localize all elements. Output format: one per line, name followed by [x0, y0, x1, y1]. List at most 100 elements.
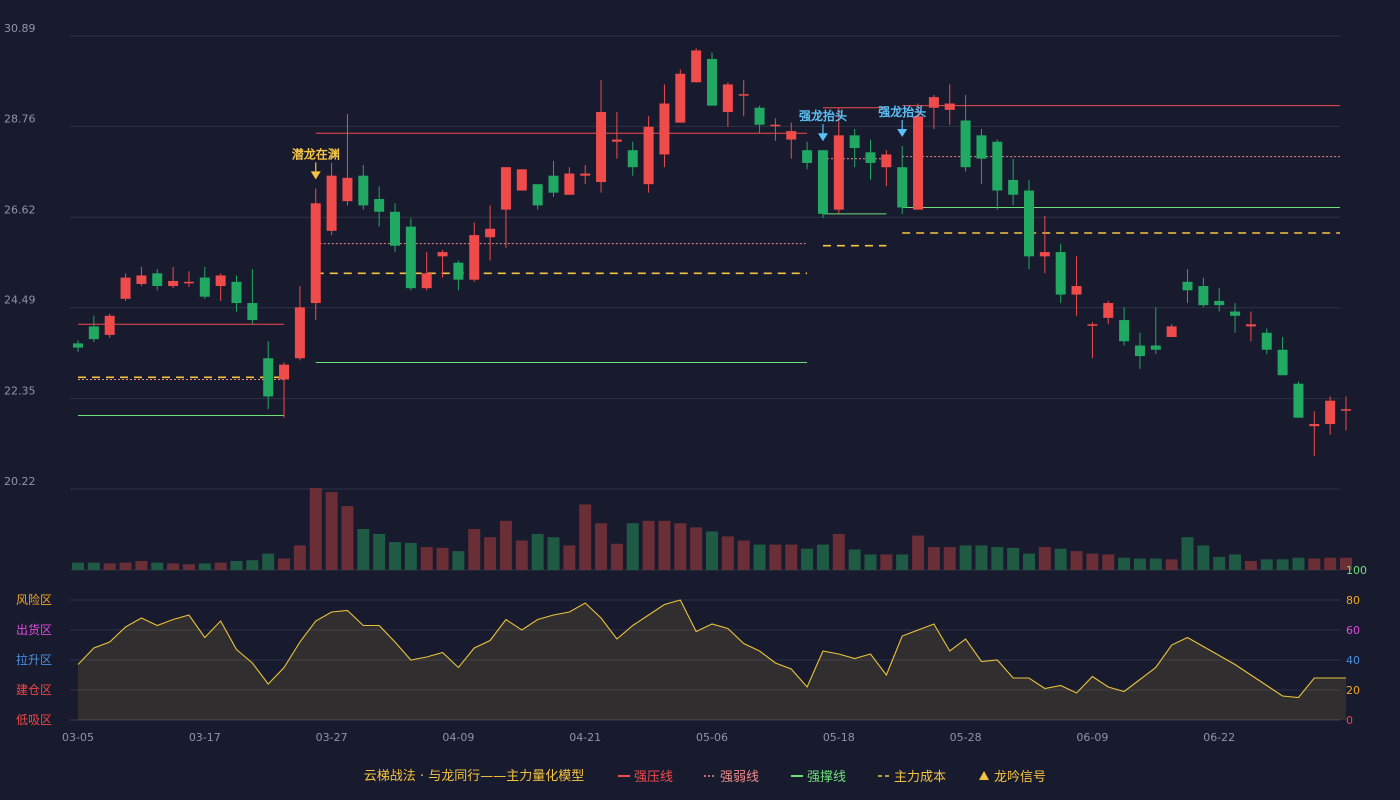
- candle-body: [136, 275, 146, 283]
- candle-body: [1040, 252, 1050, 256]
- candle: [596, 80, 606, 193]
- candle: [580, 165, 590, 184]
- candle-body: [311, 203, 321, 303]
- signal-label: 潜龙在渊: [292, 146, 340, 161]
- volume-bar: [1134, 559, 1146, 570]
- volume-bar: [500, 521, 512, 570]
- candle-body: [1135, 346, 1145, 357]
- volume-bar: [341, 506, 353, 570]
- candle: [945, 84, 955, 124]
- volume-bar: [548, 537, 560, 570]
- candle-body: [866, 152, 876, 163]
- price-grid: [70, 36, 1340, 489]
- candle-body: [1167, 326, 1177, 337]
- volume-bar: [912, 536, 924, 570]
- volume-bar: [690, 527, 702, 570]
- candle: [152, 269, 162, 290]
- indicator-tick-label: 60: [1346, 624, 1360, 637]
- candle: [1087, 322, 1097, 358]
- volume-bar: [357, 529, 369, 570]
- volume-bar: [1245, 561, 1257, 570]
- x-tick-label: 04-21: [569, 731, 601, 744]
- candlesticks: [73, 48, 1351, 456]
- volume-bar: [1277, 559, 1289, 570]
- volume-bar: [928, 547, 940, 570]
- candle-body: [1198, 286, 1208, 305]
- candle-body: [1087, 324, 1097, 326]
- volume-bar: [437, 548, 449, 570]
- candle: [644, 116, 654, 192]
- candle-body: [628, 150, 638, 167]
- volume-bar: [1023, 554, 1035, 570]
- candle: [881, 150, 891, 186]
- legend-item: 强弱线: [704, 770, 759, 785]
- candle-body: [897, 167, 907, 207]
- volume-bar: [1039, 547, 1051, 570]
- candle-body: [961, 120, 971, 167]
- candle-body: [1325, 401, 1335, 424]
- x-axis-ticks: 03-05 03-17 03-27 04-09 04-21 05-06 05-18 05-28…: [62, 731, 1235, 744]
- legend-item: 强撑线: [791, 770, 846, 785]
- candle-body: [342, 178, 352, 201]
- volume-bar: [579, 504, 591, 570]
- candle-body: [1230, 312, 1240, 316]
- volume-bar: [674, 523, 686, 570]
- candle-body: [691, 50, 701, 82]
- volume-bar: [960, 545, 972, 570]
- candle-body: [1262, 333, 1272, 350]
- volume-bar: [452, 551, 464, 570]
- candle-body: [1119, 320, 1129, 341]
- candle: [992, 140, 1002, 210]
- candle: [311, 188, 321, 320]
- signal-arrow: [818, 133, 828, 141]
- volume-bar: [769, 545, 781, 570]
- volume-bar: [563, 545, 575, 570]
- candle: [121, 273, 131, 301]
- candle-body: [770, 125, 780, 127]
- volume-bar: [1007, 548, 1019, 570]
- signal-label: 强龙抬头: [878, 104, 926, 119]
- candle-body: [976, 135, 986, 158]
- candle-body: [1072, 286, 1082, 294]
- indicator-tick-label: 100: [1346, 564, 1367, 577]
- candle-body: [929, 97, 939, 108]
- candle: [770, 118, 780, 141]
- candle: [279, 362, 289, 417]
- volume-bar: [135, 561, 147, 570]
- candle-body: [438, 252, 448, 256]
- candle: [1341, 396, 1351, 430]
- volume-bar: [516, 540, 528, 570]
- price-axis-ticks: 30.89 28.76 26.62 24.49 22.35 20.22: [4, 22, 36, 488]
- candle: [1103, 301, 1113, 324]
- candle: [786, 123, 796, 159]
- volume-bar: [1150, 559, 1162, 570]
- legend-title: 云梯战法 · 与龙同行——主力量化模型: [364, 769, 584, 784]
- candle: [929, 95, 939, 129]
- candle: [549, 161, 559, 197]
- indicator-zone-label: 出货区: [16, 622, 52, 637]
- candle: [659, 84, 669, 167]
- candle-body: [390, 212, 400, 246]
- candle: [533, 184, 543, 209]
- candle-body: [1246, 324, 1256, 326]
- candle-body: [786, 131, 796, 139]
- candle-body: [612, 140, 622, 142]
- volume-bar: [975, 545, 987, 570]
- candle: [1119, 307, 1129, 345]
- x-tick-label: 03-05: [62, 731, 94, 744]
- volume-bar: [278, 559, 290, 570]
- indicator-zone-label: 低吸区: [16, 713, 52, 727]
- volume-bar: [722, 536, 734, 570]
- volume-bar: [643, 521, 655, 570]
- volume-bar: [1324, 558, 1336, 570]
- candle-body: [1278, 350, 1288, 375]
- candle-body: [1008, 180, 1018, 195]
- candle: [1183, 269, 1193, 303]
- candle-body: [739, 94, 749, 96]
- candle: [866, 140, 876, 180]
- volume-bar: [405, 543, 417, 570]
- price-tick-label: 26.62: [4, 203, 36, 216]
- candle-body: [802, 150, 812, 163]
- candle: [1325, 396, 1335, 434]
- candle-body: [152, 273, 162, 286]
